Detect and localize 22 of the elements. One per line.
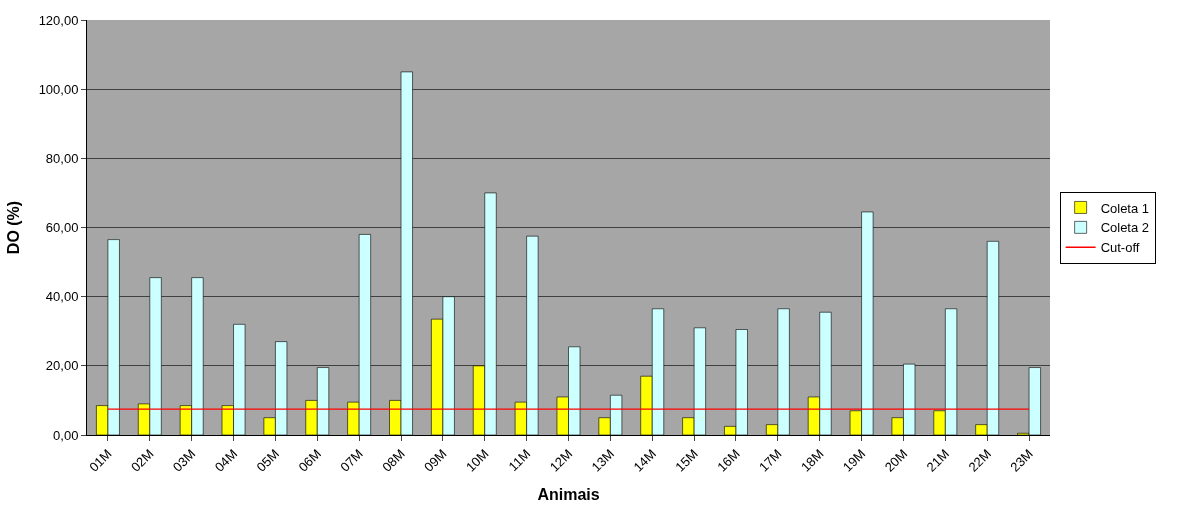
y-axis-title: DO (%) — [4, 200, 22, 255]
x-axis-title: Animais — [537, 486, 600, 504]
y-tick-label: 60,00 — [45, 220, 79, 236]
x-tick-label: 04M — [211, 446, 241, 475]
x-tick-label: 07M — [337, 446, 366, 475]
y-tick-label: 100,00 — [38, 81, 79, 97]
legend-label: Coleta 2 — [1100, 220, 1150, 236]
x-tick-label: 08M — [379, 446, 408, 475]
x-tick-label: 11M — [505, 446, 534, 475]
legend-label: Coleta 1 — [1100, 200, 1150, 216]
x-tick-label: 03M — [169, 446, 199, 475]
y-tick-label: 40,00 — [45, 289, 79, 305]
y-tick-label: 0,00 — [53, 427, 79, 443]
x-tick-label: 09M — [421, 446, 450, 475]
y-tick-label: 20,00 — [45, 358, 79, 374]
y-tick-label: 80,00 — [45, 150, 79, 166]
legend-label: Cut-off — [1100, 240, 1140, 256]
x-tick-label: 02M — [128, 446, 157, 475]
y-tick-label: 120,00 — [38, 12, 79, 28]
x-tick-label: 01M — [86, 446, 115, 475]
x-tick-label: 06M — [295, 446, 324, 475]
x-tick-label: 05M — [253, 446, 283, 475]
